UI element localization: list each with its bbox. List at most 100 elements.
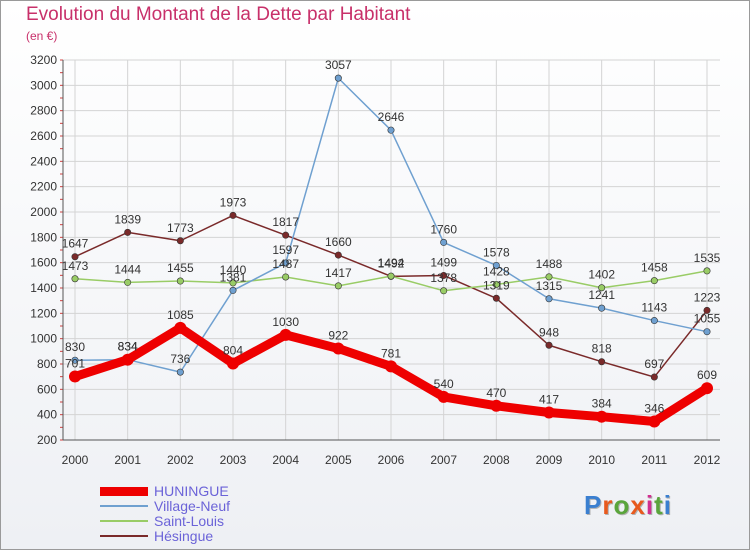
data-label: 1223 [694,290,721,304]
data-label: 540 [434,377,454,391]
legend-label-saint-louis: Saint-Louis [154,513,225,529]
x-tick-label: 2009 [536,453,563,467]
data-point [176,277,184,285]
logo-letter: t [654,490,664,520]
data-label: 1499 [430,255,457,269]
x-tick-label: 2002 [167,453,194,467]
data-label: 1817 [272,215,299,229]
y-tick-label: 2800 [30,104,57,118]
data-label: 1597 [272,243,299,257]
data-label: 781 [381,346,401,360]
x-tick-label: 2012 [694,453,721,467]
x-tick-label: 2006 [378,453,405,467]
data-label: 830 [65,340,85,354]
data-point [279,328,292,341]
data-point [703,306,711,314]
chart-subtitle: (en €) [26,29,58,43]
data-point [174,321,187,334]
chart-title: Evolution du Montant de la Dette par Hab… [26,4,411,25]
data-point [440,238,448,246]
data-label: 1455 [167,261,194,275]
data-point [282,259,290,267]
data-label: 948 [539,325,559,339]
y-tick-label: 2400 [30,154,57,168]
y-tick-label: 400 [37,408,57,422]
data-label: 384 [592,397,612,411]
data-label: 1773 [167,221,194,235]
y-tick-label: 1400 [30,281,57,295]
data-point [440,287,448,295]
data-point [703,328,711,336]
data-label: 609 [697,368,717,382]
data-point [492,261,500,269]
x-tick-label: 2001 [114,453,141,467]
data-point [124,228,132,236]
x-tick-label: 2003 [220,453,247,467]
data-label: 1241 [588,288,615,302]
data-point [387,126,395,134]
data-point [124,278,132,286]
data-point [598,284,606,292]
data-label: 346 [644,402,664,416]
data-label: 417 [539,393,559,407]
data-point [227,357,239,370]
data-point [437,390,450,403]
y-tick-label: 3000 [30,78,57,92]
data-label: 1381 [220,270,247,284]
data-label: 2646 [378,110,405,124]
data-point [648,415,661,428]
data-label: 1428 [483,264,510,278]
data-point [71,275,79,283]
data-point [545,341,553,349]
data-label: 1492 [378,256,405,270]
data-label: 1378 [430,271,457,285]
logo-letter: x [630,490,646,520]
data-point [701,382,713,395]
data-point [282,231,290,239]
data-point [334,251,342,259]
data-label: 1319 [483,278,510,292]
data-label: 1488 [536,257,563,271]
data-label: 1535 [694,251,721,265]
data-point [492,294,500,302]
data-point [69,370,81,383]
data-label: 3057 [325,58,352,72]
data-label: 804 [223,343,243,357]
data-point [176,237,184,245]
data-label: 1647 [62,237,89,251]
y-tick-label: 1600 [30,256,57,270]
data-label: 834 [118,340,138,354]
data-label: 1578 [483,245,510,259]
data-label: 1143 [641,301,667,315]
data-point [334,74,342,82]
data-label: 1315 [536,279,563,293]
data-label: 1473 [62,259,89,273]
legend-swatch-saint-louis [100,520,148,522]
y-tick-label: 600 [37,382,57,396]
data-label: 1444 [114,262,141,276]
data-label: 1055 [694,312,721,326]
y-tick-label: 1200 [30,306,57,320]
logo-letter: i [645,490,655,520]
data-label: 701 [65,357,85,371]
data-point [385,360,397,373]
data-label: 1487 [272,257,299,271]
data-label: 1760 [430,222,457,236]
data-label: 1973 [220,195,247,209]
data-label: 1417 [325,266,352,280]
legend-swatch-huningue [100,487,148,496]
legend-swatch-village-neuf [100,505,148,507]
data-label: 922 [328,329,348,343]
data-point [332,342,345,355]
data-point [282,273,290,281]
proxiti-logo: Proxiti [584,490,672,521]
legend-label-hesingue: Hésingue [154,528,214,544]
data-point [229,279,237,287]
logo-letter: i [663,490,672,520]
data-point [229,211,237,219]
data-point [595,410,608,423]
data-point [387,272,395,280]
data-point [334,282,342,290]
data-point [492,280,500,288]
